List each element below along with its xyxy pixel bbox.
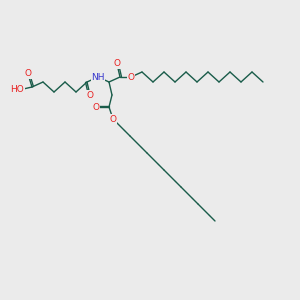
Text: O: O (110, 115, 116, 124)
Text: O: O (25, 70, 32, 79)
Text: O: O (113, 59, 121, 68)
Text: O: O (92, 103, 100, 112)
Text: NH: NH (91, 73, 105, 82)
Text: O: O (128, 73, 134, 82)
Text: O: O (86, 91, 94, 100)
Text: HO: HO (10, 85, 24, 94)
